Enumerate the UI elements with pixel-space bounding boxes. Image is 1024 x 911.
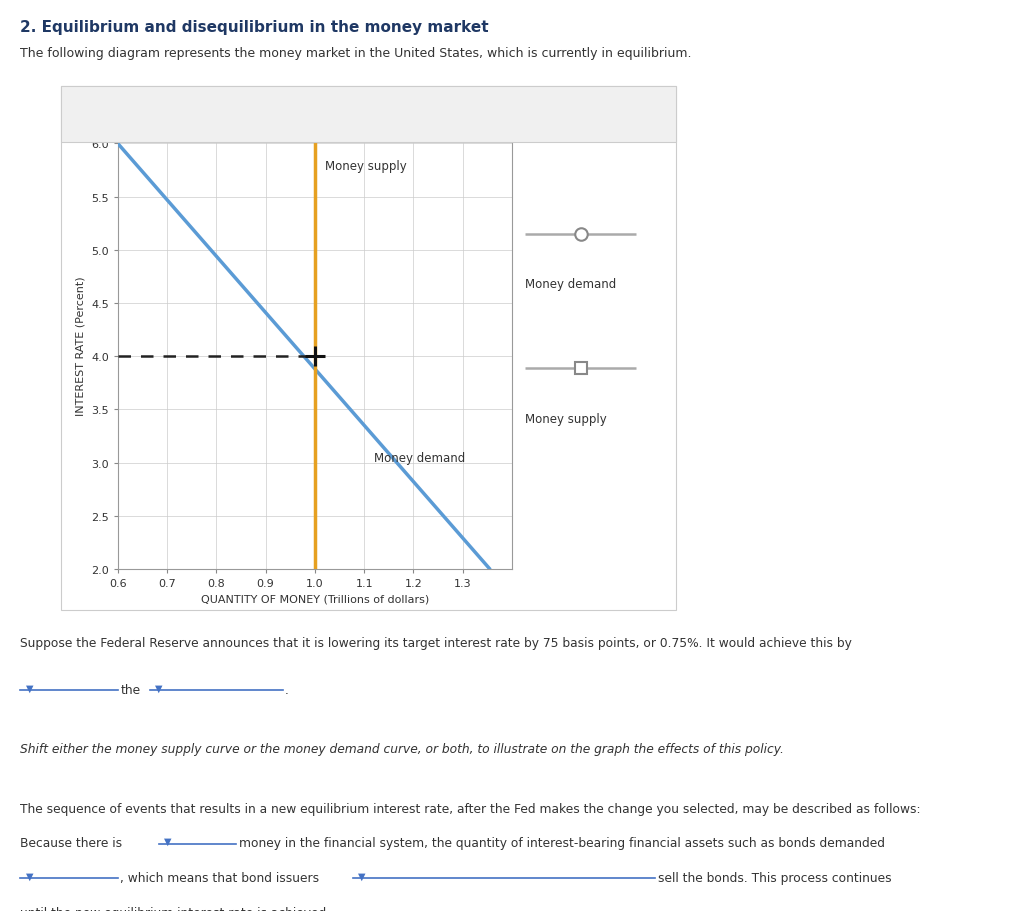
- Text: , which means that bond issuers: , which means that bond issuers: [120, 871, 318, 884]
- Text: ?: ?: [629, 108, 639, 127]
- Text: Money demand: Money demand: [374, 451, 465, 465]
- Y-axis label: INTEREST RATE (Percent): INTEREST RATE (Percent): [76, 276, 85, 416]
- Text: 2. Equilibrium and disequilibrium in the money market: 2. Equilibrium and disequilibrium in the…: [20, 20, 489, 35]
- Text: The sequence of events that results in a new equilibrium interest rate, after th: The sequence of events that results in a…: [20, 802, 921, 814]
- Text: Because there is: Because there is: [20, 836, 123, 849]
- Text: until the new equilibrium interest rate is achieved.: until the new equilibrium interest rate …: [20, 906, 331, 911]
- Text: ▼: ▼: [26, 683, 33, 693]
- Text: money in the financial system, the quantity of interest-bearing financial assets: money in the financial system, the quant…: [239, 836, 885, 849]
- Text: Shift either the money supply curve or the money demand curve, or both, to illus: Shift either the money supply curve or t…: [20, 742, 784, 755]
- Text: the: the: [121, 683, 141, 696]
- Text: Money demand: Money demand: [525, 278, 616, 292]
- X-axis label: QUANTITY OF MONEY (Trillions of dollars): QUANTITY OF MONEY (Trillions of dollars): [201, 594, 429, 604]
- Text: The following diagram represents the money market in the United States, which is: The following diagram represents the mon…: [20, 47, 692, 60]
- Text: Money supply: Money supply: [325, 160, 407, 173]
- Text: sell the bonds. This process continues: sell the bonds. This process continues: [658, 871, 892, 884]
- Circle shape: [613, 99, 654, 136]
- Text: ▼: ▼: [164, 836, 171, 846]
- Text: Money supply: Money supply: [525, 412, 607, 425]
- Text: ▼: ▼: [155, 683, 162, 693]
- Text: Suppose the Federal Reserve announces that it is lowering its target interest ra: Suppose the Federal Reserve announces th…: [20, 636, 852, 649]
- Text: ▼: ▼: [26, 871, 33, 881]
- Text: ▼: ▼: [358, 871, 366, 881]
- Text: .: .: [285, 683, 289, 696]
